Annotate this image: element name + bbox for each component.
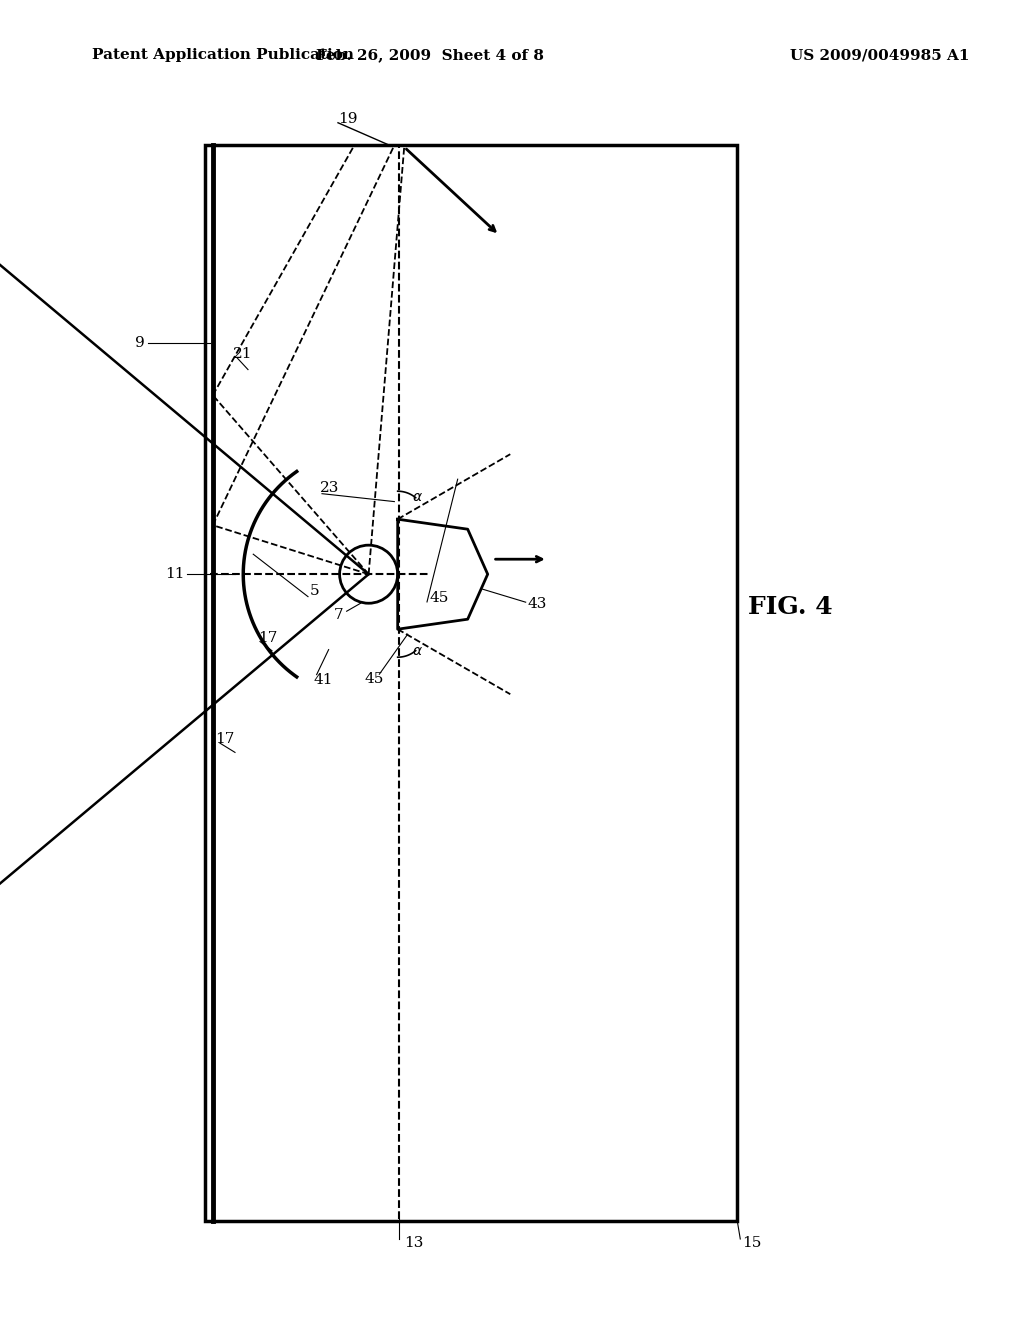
Text: 5: 5 bbox=[310, 585, 319, 598]
Text: 23: 23 bbox=[319, 482, 339, 495]
Text: 41: 41 bbox=[313, 673, 333, 686]
Text: Feb. 26, 2009  Sheet 4 of 8: Feb. 26, 2009 Sheet 4 of 8 bbox=[316, 49, 544, 62]
Text: $\alpha$: $\alpha$ bbox=[413, 490, 423, 504]
Text: 11: 11 bbox=[165, 568, 184, 581]
Text: 17: 17 bbox=[258, 631, 278, 644]
Text: 45: 45 bbox=[365, 672, 384, 686]
Text: 15: 15 bbox=[742, 1236, 762, 1250]
Text: 7: 7 bbox=[334, 609, 344, 622]
Text: 9: 9 bbox=[135, 337, 145, 350]
Text: 45: 45 bbox=[430, 591, 450, 605]
Text: $\alpha$: $\alpha$ bbox=[413, 644, 423, 659]
Text: US 2009/0049985 A1: US 2009/0049985 A1 bbox=[791, 49, 970, 62]
Text: 43: 43 bbox=[527, 597, 547, 611]
Text: Patent Application Publication: Patent Application Publication bbox=[92, 49, 354, 62]
Text: FIG. 4: FIG. 4 bbox=[748, 595, 833, 619]
Text: 13: 13 bbox=[404, 1236, 424, 1250]
Text: 21: 21 bbox=[233, 347, 253, 360]
Text: 19: 19 bbox=[338, 112, 357, 125]
Text: 17: 17 bbox=[215, 733, 234, 746]
Bar bbox=[205, 145, 737, 1221]
